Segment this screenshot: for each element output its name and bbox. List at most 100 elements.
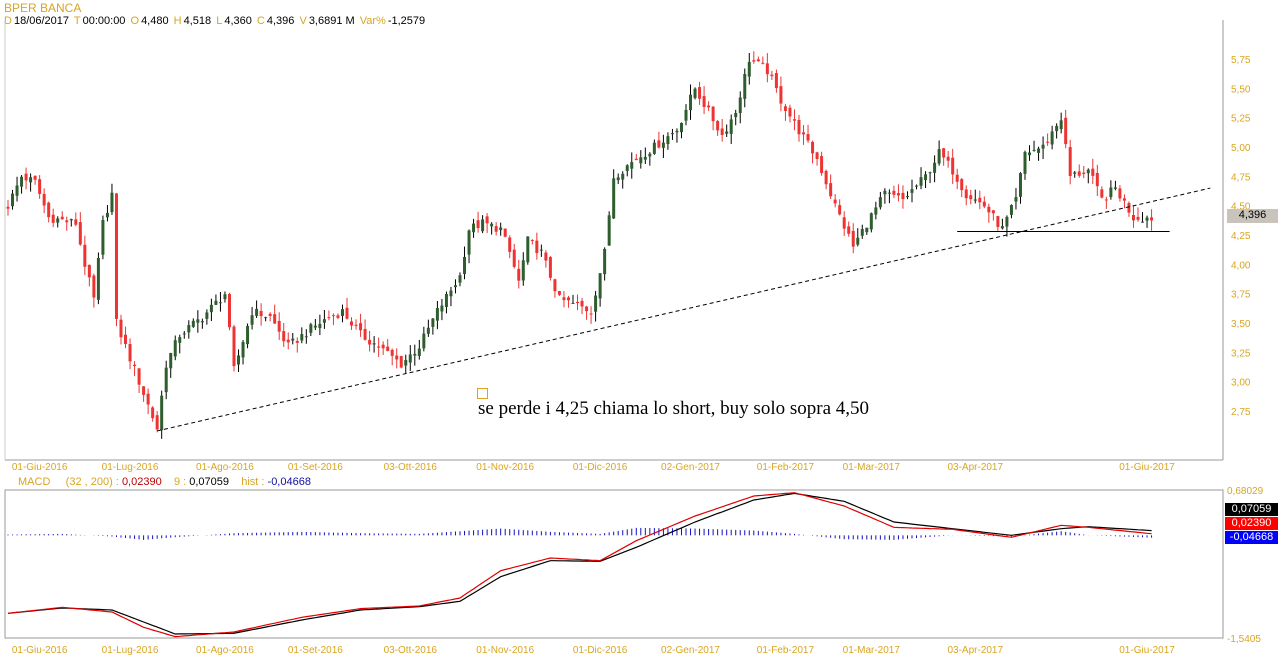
candle-body (200, 321, 204, 323)
candle-body (566, 297, 570, 301)
candle-body (747, 61, 751, 77)
candle (1028, 145, 1032, 161)
candle-body (264, 317, 268, 319)
candle-body (151, 407, 155, 419)
candle (508, 235, 512, 259)
candle (1145, 215, 1149, 228)
macd-value-label: 0,02390 (1225, 517, 1278, 530)
macd-line (7, 492, 1152, 638)
candle-body (124, 334, 128, 344)
candle-body (345, 307, 349, 319)
candle-body (937, 149, 941, 164)
candle-body (896, 193, 900, 196)
candle (449, 286, 453, 307)
price-tick-label: 4,25 (1231, 231, 1251, 242)
candle (11, 189, 15, 210)
candle (544, 250, 548, 268)
candle-body (214, 300, 218, 305)
price-x-tick-label: 01-Giu-2016 (12, 462, 68, 473)
candle (851, 223, 855, 254)
candle (390, 348, 394, 366)
candle-body (1005, 216, 1009, 227)
candle (105, 205, 109, 222)
candle (711, 106, 715, 131)
macd-x-tick-label: 01-Nov-2016 (476, 645, 534, 656)
candle-body (241, 341, 245, 358)
candle (788, 104, 792, 123)
candle-body (996, 216, 1000, 227)
candle-body (1055, 125, 1059, 132)
candle-body (96, 257, 100, 300)
price-x-tick-label: 01-Dic-2016 (573, 462, 628, 473)
candle-body (60, 216, 64, 220)
candle-body (24, 173, 28, 181)
candle-body (887, 192, 891, 194)
candle (481, 215, 485, 234)
candle-body (630, 162, 634, 169)
candle-body (83, 244, 87, 267)
candle (1005, 215, 1009, 237)
candle-body (571, 302, 575, 304)
candle-body (1131, 215, 1135, 221)
candle-body (368, 339, 372, 345)
candle-body (191, 320, 195, 327)
candle (205, 309, 209, 325)
candle (223, 291, 227, 303)
candle-body (576, 301, 580, 303)
candle-body (901, 192, 905, 200)
candle (594, 290, 598, 322)
candle-body (426, 327, 430, 334)
price-tick-label: 3,50 (1231, 319, 1251, 330)
candle (96, 252, 100, 305)
candle (955, 168, 959, 190)
candle-body (1028, 152, 1032, 156)
candle (946, 150, 950, 168)
candle (42, 188, 46, 214)
candle (896, 184, 900, 202)
candle (264, 316, 268, 322)
low-key: L (216, 15, 223, 27)
candle-body (666, 136, 670, 145)
candle-body (982, 201, 986, 207)
candle-body (851, 230, 855, 247)
candle (1131, 205, 1135, 228)
candle-body (1046, 141, 1050, 143)
candle (566, 295, 570, 308)
candle-body (842, 217, 846, 229)
hist-value: -0,04668 (267, 476, 311, 488)
candle-body (1118, 188, 1122, 199)
candle-body (291, 338, 295, 341)
candle (38, 175, 42, 199)
candle-body (101, 219, 105, 255)
candle (151, 406, 155, 422)
chart-title: BPER BANCA (4, 1, 82, 15)
annotation-handle[interactable] (477, 388, 488, 399)
candle (716, 119, 720, 136)
candle-body (689, 94, 693, 111)
candle-body (250, 315, 254, 325)
candle-body (761, 62, 765, 64)
candle (1032, 140, 1036, 152)
candle-body (725, 131, 729, 134)
signal-label: 9 : (173, 476, 187, 488)
candle (372, 336, 376, 353)
low-value: 4,360 (224, 15, 252, 27)
candle-body (634, 158, 638, 161)
candle-body (657, 140, 661, 148)
candle-body (512, 249, 516, 267)
candle-body (11, 193, 15, 207)
candle-body (530, 240, 534, 242)
candle-body (15, 185, 19, 196)
candle (666, 132, 670, 150)
candle (833, 194, 837, 208)
candle-body (960, 179, 964, 191)
candle (526, 236, 530, 265)
candle-body (969, 195, 973, 200)
macd-x-tick-label: 01-Giu-2016 (12, 645, 68, 656)
candle (765, 53, 769, 83)
candle (987, 203, 991, 223)
candle (363, 319, 367, 341)
candle-body (1037, 148, 1041, 153)
candle-body (499, 227, 503, 231)
